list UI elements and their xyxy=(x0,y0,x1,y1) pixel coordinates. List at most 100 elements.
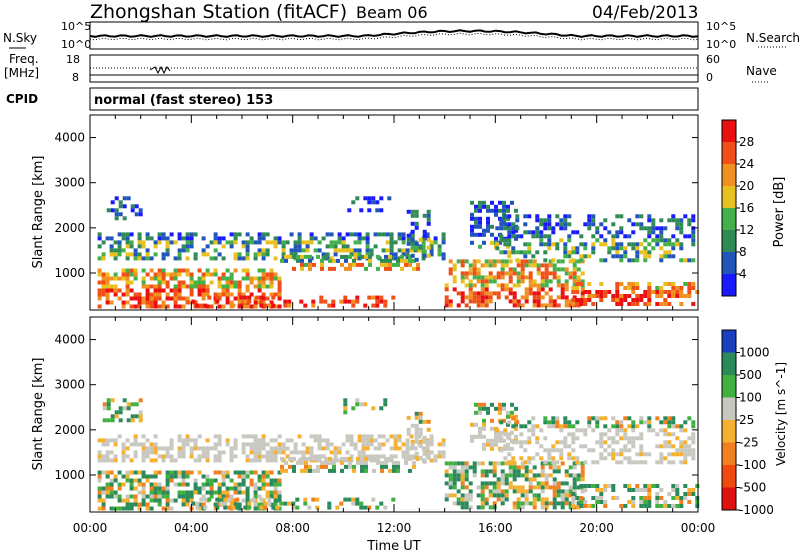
velocity-cell xyxy=(502,406,506,411)
velocity-cell xyxy=(635,484,640,488)
velocity-cell xyxy=(627,456,632,461)
power-cell xyxy=(388,254,392,259)
velocity-cell xyxy=(117,506,122,511)
power-cell xyxy=(245,244,250,249)
velocity-cell xyxy=(197,458,202,463)
velocity-cell xyxy=(687,500,692,504)
power-cell xyxy=(149,284,154,289)
velocity-cell xyxy=(482,434,486,439)
velocity-cell xyxy=(165,454,170,459)
power-cell xyxy=(579,254,584,259)
power-cell xyxy=(137,292,142,297)
power-cell xyxy=(153,284,158,289)
velocity-cell xyxy=(576,505,581,510)
velocity-cell xyxy=(101,458,106,463)
velocity-cell xyxy=(213,442,218,447)
power-cell xyxy=(555,222,560,227)
power-cell xyxy=(349,248,354,253)
velocity-cell xyxy=(277,450,282,455)
power-cell xyxy=(161,268,166,273)
power-cell xyxy=(333,252,338,257)
power-cell xyxy=(309,240,314,245)
velocity-cell xyxy=(381,442,386,447)
power-cell xyxy=(237,292,242,297)
velocity-cell xyxy=(568,493,573,498)
power-cell xyxy=(311,303,316,308)
power-cell xyxy=(433,236,438,241)
power-cell xyxy=(213,232,218,237)
velocity-cell xyxy=(106,402,111,407)
velocity-cell xyxy=(297,458,302,463)
power-cell xyxy=(364,266,368,271)
velocity-cell xyxy=(231,505,236,510)
power-cell xyxy=(241,304,246,309)
power-cell xyxy=(568,259,573,264)
velocity-cell xyxy=(647,452,652,457)
velocity-cell xyxy=(595,424,600,429)
power-cell xyxy=(482,232,486,237)
power-cell xyxy=(591,242,596,247)
velocity-cell xyxy=(389,446,394,451)
velocity-cell xyxy=(365,442,370,447)
velocity-cell xyxy=(137,502,142,507)
nsearch-label: N.Search xyxy=(746,31,800,45)
velocity-cell xyxy=(623,504,628,508)
velocity-cell xyxy=(452,501,457,506)
power-cell xyxy=(133,272,138,277)
velocity-cell xyxy=(647,500,652,504)
power-cell xyxy=(500,283,505,288)
velocity-cell xyxy=(494,430,498,435)
velocity-cell xyxy=(177,494,182,499)
velocity-cell xyxy=(559,424,564,429)
power-cell xyxy=(476,275,481,280)
velocity-cell xyxy=(149,490,154,495)
velocity-cell xyxy=(273,438,278,443)
power-cell xyxy=(603,242,608,247)
power-cell xyxy=(97,244,102,249)
velocity-cell xyxy=(559,440,564,445)
velocity-cell xyxy=(106,398,111,403)
velocity-cell xyxy=(563,424,568,429)
velocity-cell xyxy=(595,420,600,425)
power-cell xyxy=(245,248,250,253)
power-cell xyxy=(494,212,498,217)
velocity-cell xyxy=(185,494,190,499)
power-cell xyxy=(157,272,162,277)
velocity-cell xyxy=(269,458,274,463)
velocity-cell xyxy=(675,492,680,496)
power-cell xyxy=(687,218,692,223)
velocity-cell xyxy=(257,438,262,443)
power-cell xyxy=(627,282,632,286)
power-cell xyxy=(512,283,517,288)
power-cell xyxy=(426,213,431,218)
velocity-cell xyxy=(121,454,126,459)
velocity-cell xyxy=(121,446,126,451)
velocity-cell xyxy=(161,458,166,463)
velocity-cell xyxy=(356,456,360,461)
velocity-cell xyxy=(567,452,572,457)
power-cell xyxy=(452,263,457,268)
power-cell xyxy=(217,292,222,297)
power-cell xyxy=(631,286,636,290)
velocity-cell xyxy=(205,490,210,495)
velocity-cell xyxy=(345,434,350,439)
power-cell xyxy=(137,252,142,257)
velocity-cell xyxy=(572,473,577,478)
x-tick-label: 08:00 xyxy=(275,521,310,535)
velocity-cell xyxy=(619,428,624,433)
velocity-cell xyxy=(516,485,521,490)
power-cell xyxy=(375,208,380,213)
velocity-cell xyxy=(365,446,370,451)
power-cell xyxy=(265,296,270,301)
power-cell xyxy=(635,298,640,302)
velocity-cell xyxy=(197,446,202,451)
freq-glitch xyxy=(149,65,171,75)
power-cell xyxy=(560,291,565,296)
velocity-cell xyxy=(671,416,676,421)
power-cell xyxy=(125,280,130,285)
velocity-cell xyxy=(514,434,518,439)
velocity-cell xyxy=(360,464,364,469)
power-cell xyxy=(355,295,360,300)
power-cell xyxy=(165,280,170,285)
velocity-cell xyxy=(492,461,497,466)
